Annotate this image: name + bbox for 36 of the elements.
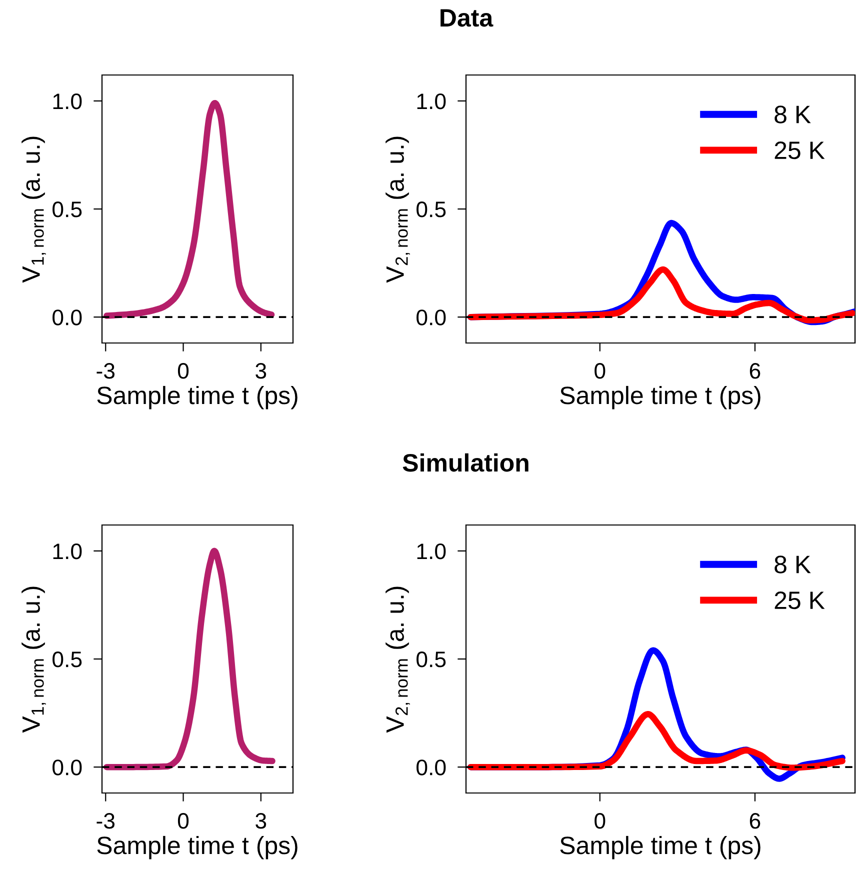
y-tick-label: 0.5: [416, 202, 446, 218]
y-axis-title: V$_{2,norm}$ (a. u.): [386, 136, 410, 283]
x-axis-title: Sample time t (ps): [560, 836, 760, 860]
legend-label: 25 K: [774, 141, 825, 160]
y-axis-title: V$_{1,norm}$ (a. u.): [22, 586, 46, 733]
y-tick-label: 1.0: [417, 93, 446, 110]
y-tick-label: 0.0: [416, 760, 446, 776]
y-tick-label: 0.5: [416, 652, 446, 668]
legend-label: 8 K: [774, 106, 811, 124]
legend-label: 25 K: [774, 591, 825, 610]
y-tick-label: 1.0: [417, 543, 446, 560]
x-tick-label: 0: [594, 813, 606, 829]
legend-label: 8 K: [774, 556, 811, 574]
y-tick-label: 1.0: [53, 543, 82, 560]
y-tick-label: 0.0: [416, 310, 446, 326]
x-tick-label: 0: [594, 363, 606, 379]
x-tick-label: 6: [750, 363, 760, 379]
x-tick-label: 3: [256, 363, 266, 379]
y-tick-label: 0.5: [52, 652, 82, 668]
x-tick-label: 0: [178, 363, 189, 379]
y-tick-label: 0.0: [52, 760, 82, 776]
chart-title: Simulation: [402, 453, 528, 472]
y-tick-label: 0.0: [52, 310, 82, 326]
x-axis-title: Sample time t (ps): [560, 386, 760, 410]
x-tick-label: -3: [96, 363, 115, 379]
x-tick-label: 6: [750, 813, 760, 829]
x-axis-title: Sample time t (ps): [97, 386, 298, 410]
y-tick-label: 0.5: [52, 202, 82, 218]
x-axis-title: Sample time t (ps): [97, 836, 298, 860]
y-axis-title: V$_{1,norm}$ (a. u.): [22, 136, 46, 283]
x-tick-label: 3: [256, 813, 266, 829]
x-tick-label: -3: [96, 813, 115, 829]
x-tick-label: 0: [178, 813, 189, 829]
y-axis-title: V$_{2,norm}$ (a. u.): [386, 586, 410, 733]
chart-title: Data: [440, 9, 494, 27]
y-tick-label: 1.0: [53, 93, 82, 110]
